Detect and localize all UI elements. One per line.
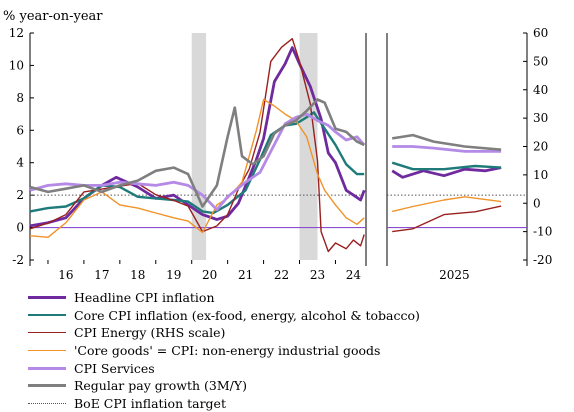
series-0-forecast — [391, 166, 502, 179]
series-4-forecast — [392, 145, 502, 153]
legend-item: 'Core goods' = CPI: non-energy industria… — [28, 342, 568, 360]
legend-label: CPI Services — [74, 360, 155, 376]
series-lines — [29, 38, 502, 253]
axes — [29, 32, 528, 266]
series-0-history — [29, 46, 366, 228]
legend-item: Core CPI inflation (ex-food, energy, alc… — [28, 307, 568, 325]
legend-item: Headline CPI inflation — [28, 289, 568, 307]
left-tick-label: 12 — [9, 26, 24, 40]
legend-item: CPI Energy (RHS scale) — [28, 324, 568, 342]
recession-band-0 — [191, 33, 207, 260]
right-tick-label: -20 — [533, 253, 552, 267]
legend-swatch — [28, 384, 66, 388]
x-tick-label-forecast: 2025 — [439, 268, 470, 282]
x-tick-label: 17 — [94, 268, 109, 282]
x-tick-label: 20 — [202, 268, 217, 282]
x-tick-label: 18 — [130, 268, 145, 282]
x-tick-label: 24 — [346, 268, 362, 282]
series-5-history — [29, 98, 365, 208]
series-4-history — [29, 112, 366, 212]
series-3-forecast — [392, 196, 502, 213]
x-tick-label: 22 — [274, 268, 289, 282]
left-tick-label: 2 — [16, 188, 24, 202]
right-tick-label: 20 — [533, 140, 548, 154]
y-axis-label: % year-on-year — [3, 9, 103, 24]
right-tick-label: 60 — [533, 26, 548, 40]
legend-label: Regular pay growth (3M/Y) — [74, 378, 247, 394]
left-tick-label: 10 — [9, 58, 24, 72]
legend-swatch — [28, 366, 66, 370]
series-2-forecast — [392, 205, 502, 233]
left-tick-label: 6 — [16, 123, 24, 137]
legend-swatch — [28, 350, 66, 352]
right-tick-label: 10 — [533, 168, 548, 182]
left-tick-label: 8 — [16, 91, 24, 105]
legend-label: CPI Energy (RHS scale) — [74, 325, 226, 341]
x-tick-label: 23 — [310, 268, 325, 282]
legend-item: Regular pay growth (3M/Y) — [28, 377, 568, 395]
legend-label: 'Core goods' = CPI: non-energy industria… — [74, 343, 381, 359]
left-tick-label: -2 — [12, 253, 24, 267]
series-5-forecast — [391, 133, 502, 151]
legend-swatch — [28, 332, 66, 334]
left-tick-label: 0 — [16, 221, 24, 235]
legend: Headline CPI inflation Core CPI inflation… — [28, 289, 568, 412]
right-tick-label: 30 — [533, 111, 548, 125]
right-tick-label: -10 — [533, 225, 552, 239]
legend-label: Core CPI inflation (ex-food, energy, alc… — [74, 307, 420, 323]
series-1-forecast — [391, 161, 502, 171]
legend-swatch — [28, 402, 66, 404]
legend-item: CPI Services — [28, 359, 568, 377]
x-tick-label: 16 — [58, 268, 73, 282]
right-tick-label: 0 — [533, 196, 541, 210]
x-tick-label: 21 — [238, 268, 253, 282]
right-tick-label: 40 — [533, 83, 548, 97]
legend-swatch — [28, 314, 66, 317]
legend-item: BoE CPI inflation target — [28, 395, 568, 412]
left-tick-label: 4 — [16, 156, 24, 170]
recession-band-1 — [299, 33, 318, 260]
recession-bands — [191, 33, 318, 260]
legend-label: BoE CPI inflation target — [74, 395, 226, 411]
x-tick-label: 19 — [166, 268, 181, 282]
legend-label: Headline CPI inflation — [74, 290, 215, 306]
legend-swatch — [28, 296, 66, 300]
right-tick-label: 50 — [533, 54, 548, 68]
